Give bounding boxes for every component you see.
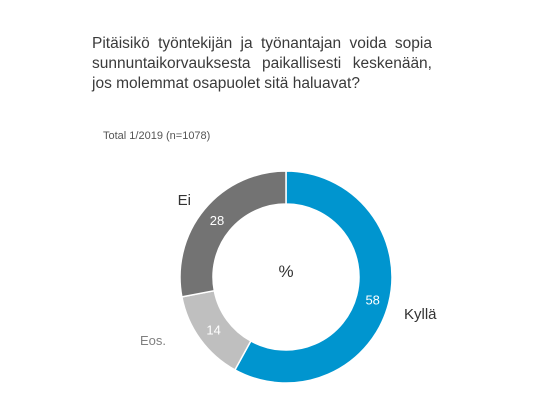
category-label-eos: Eos.: [140, 333, 166, 348]
chart-subtitle: Total 1/2019 (n=1078): [103, 130, 211, 142]
slice-kyll: [233, 170, 393, 384]
category-label-ei: Ei: [178, 192, 191, 209]
value-label-eos: 14: [206, 323, 220, 338]
value-label-kyll: 58: [365, 292, 379, 307]
center-label: %: [278, 262, 293, 281]
chart-title: Pitäisikö työntekijän ja työnantajan voi…: [92, 35, 432, 92]
slice-ei: [179, 170, 287, 298]
value-label-ei: 28: [210, 213, 224, 228]
category-label-kyll: Kyllä: [404, 306, 437, 323]
